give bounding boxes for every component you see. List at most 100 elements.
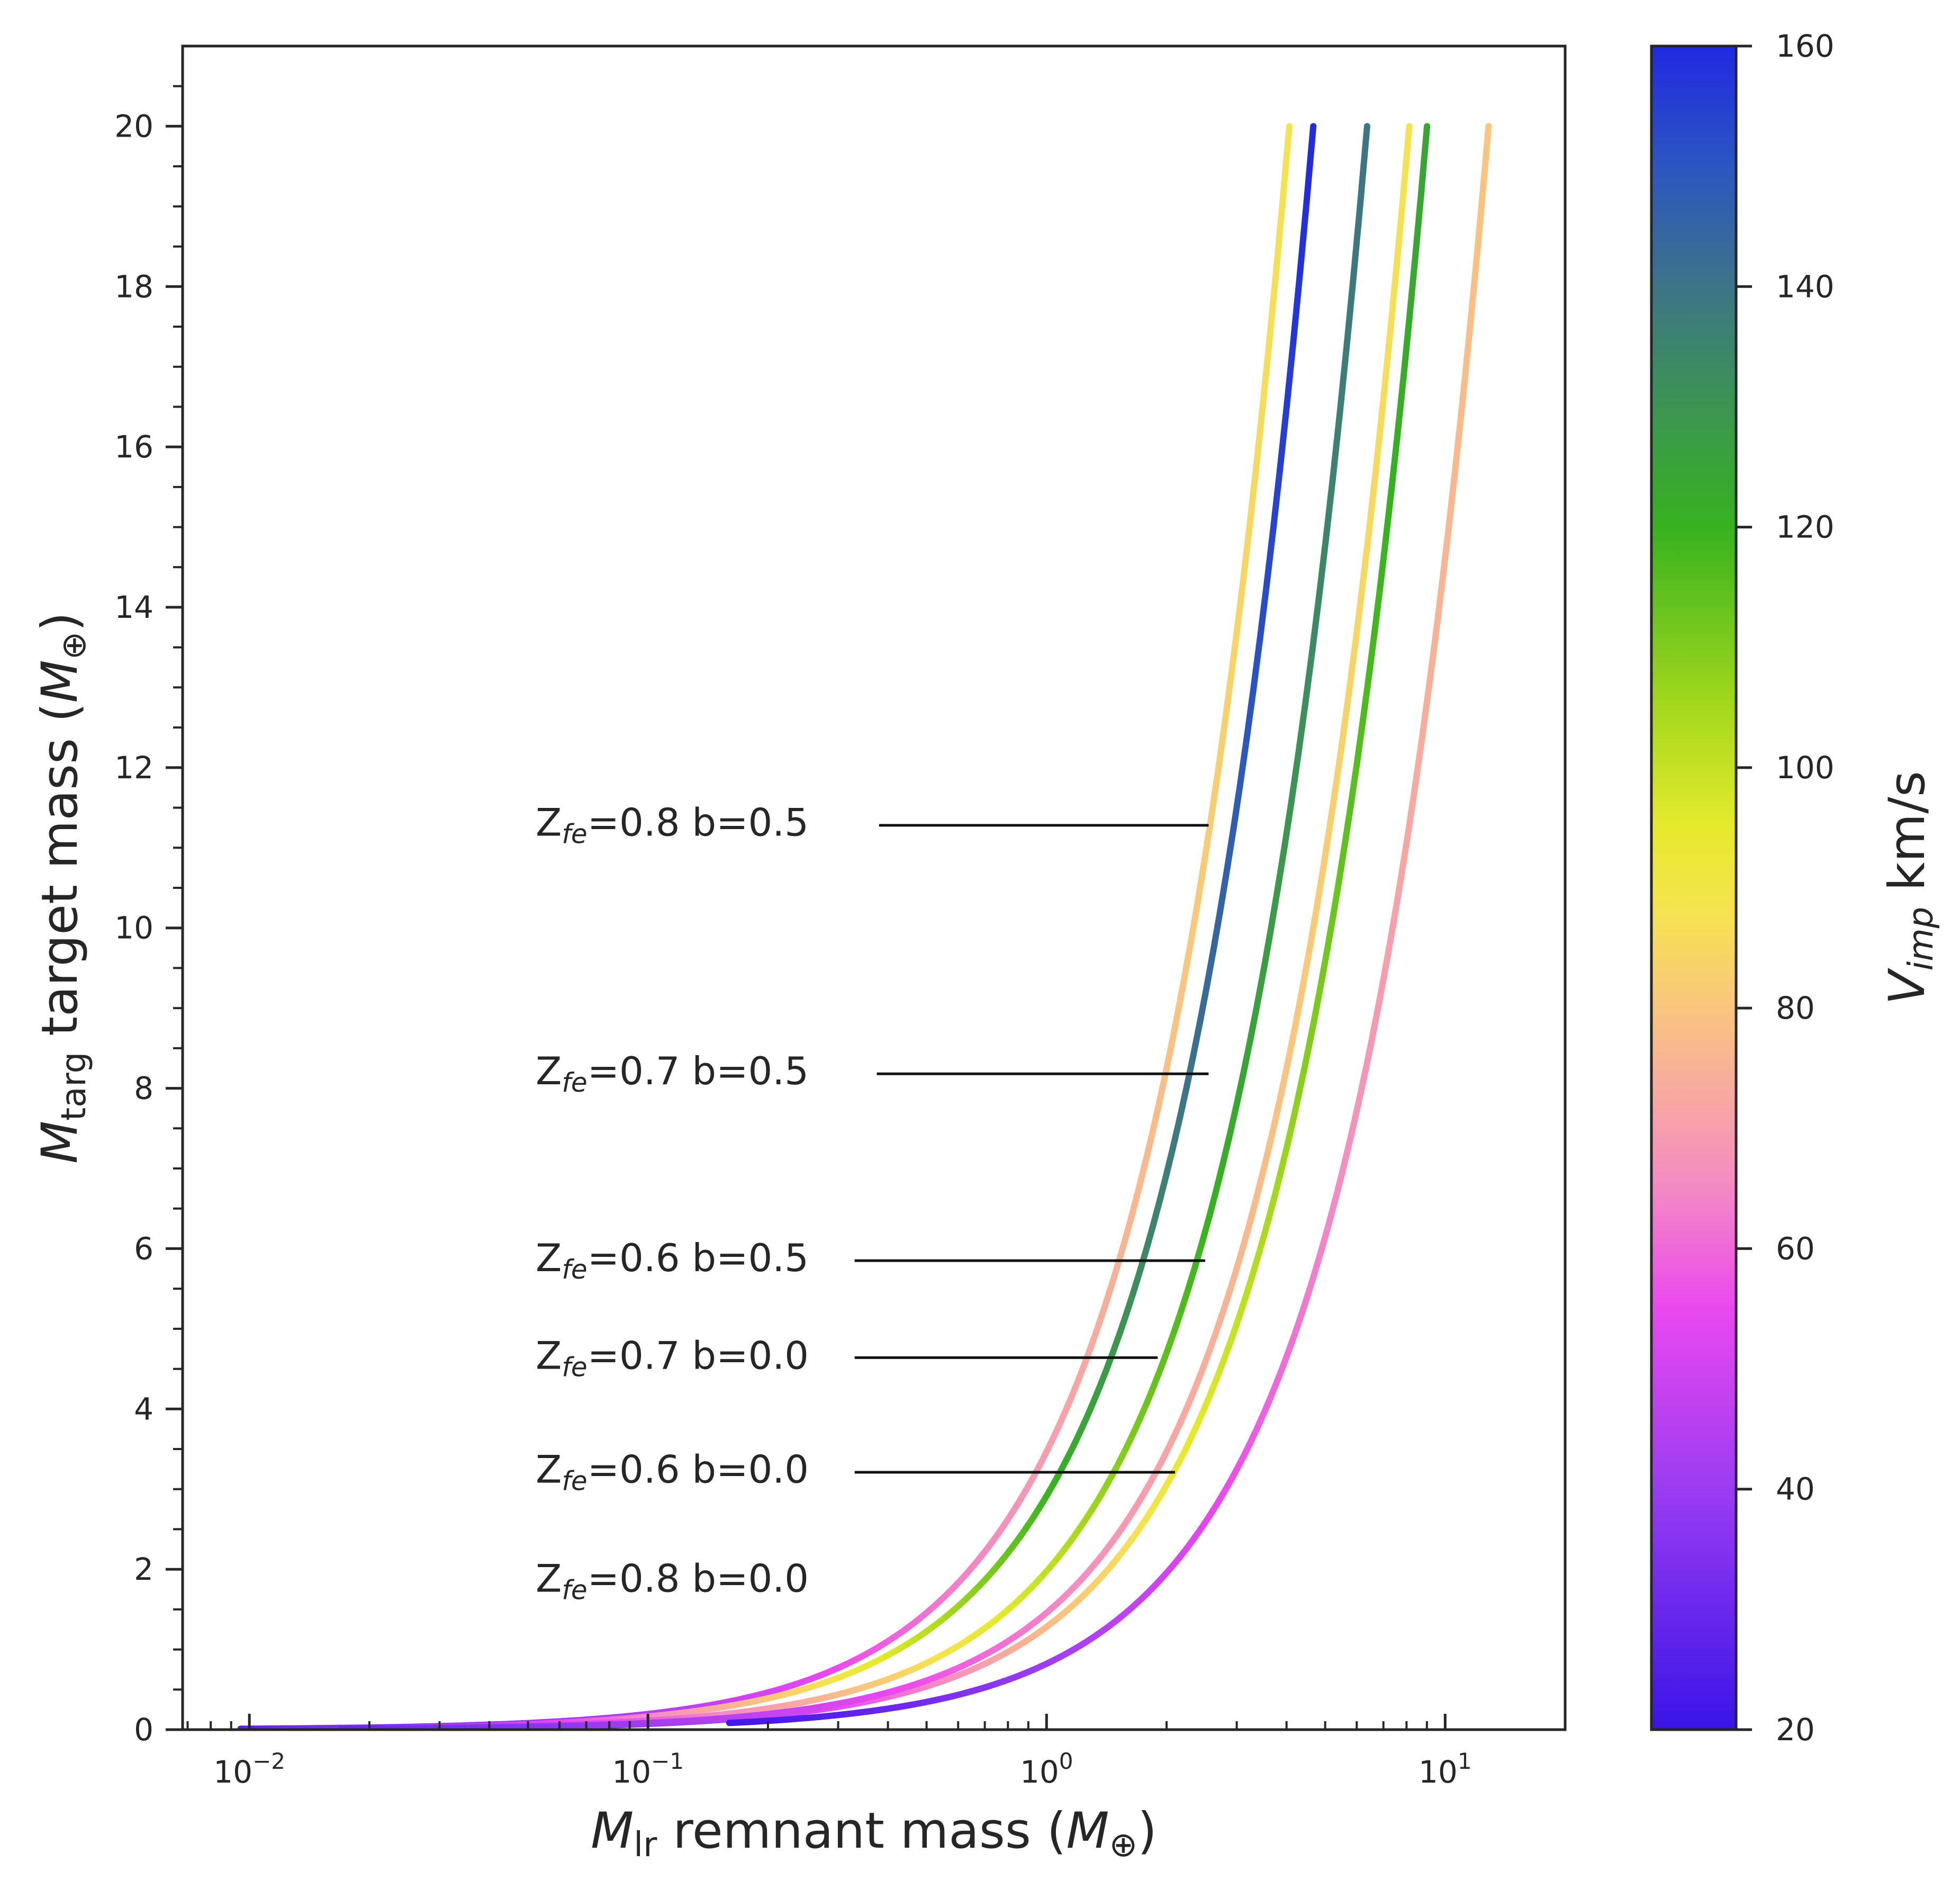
series-segment [1377,534,1389,590]
colorbar-frame [1650,44,1738,1731]
y-tick-label: 10 [114,910,153,946]
series-segment [1171,1307,1185,1334]
series-segment [1405,799,1416,838]
series-segment [1277,1146,1290,1176]
series-segment [1393,199,1406,277]
annotation-text: Zfe=0.6 b=0.5 [536,1236,809,1285]
series-segment [1367,1022,1378,1053]
series-segment [1418,123,1431,196]
series-segment [1103,1280,1116,1307]
series-segment [1161,1042,1175,1081]
series-segment [1371,997,1383,1029]
series-segment [1247,1002,1260,1044]
series-segment [1236,736,1250,789]
series-segment [1326,782,1339,834]
series-segment [1313,869,1326,916]
series-segment [1299,948,1313,992]
annotation-text: Zfe=0.7 b=0.5 [536,1049,809,1098]
series-segment [1388,429,1401,489]
series-segment [1461,328,1473,382]
y-tick-label: 16 [114,429,153,465]
series-5 [338,123,1413,1730]
colorbar-tick-label: 40 [1776,1471,1815,1507]
series-segment [1163,1143,1177,1177]
series-segment [1157,1347,1171,1372]
y-tick-label: 6 [134,1230,153,1266]
series-segment [1322,475,1336,543]
colorbar-tick-label: 80 [1776,990,1815,1026]
y-tick-label: 0 [134,1712,153,1748]
series-segment [1471,229,1483,286]
series-segment [1212,1162,1226,1196]
series-segment [1476,177,1487,236]
series-segment [1290,270,1303,345]
axes-layer: 10−2 10−1 100 101 0 2 4 6 8 10 12 14 16 18 20 [114,44,1567,1790]
series-segment [1381,946,1393,978]
series-segment [1157,1171,1170,1203]
series-segment [1266,268,1280,342]
series-segment [1286,1020,1299,1060]
series-segment [1365,631,1378,683]
series-segment [1210,910,1223,955]
series-segment [1333,1172,1345,1198]
series-segment [1428,626,1440,670]
annotation-text: Zfe=0.7 b=0.0 [536,1334,809,1383]
series-segment [1260,926,1274,972]
series-segment [1221,679,1234,734]
series-segment [1164,1327,1178,1354]
series-segment [1412,189,1425,260]
x-tick-label: 101 [1419,1748,1472,1790]
series-segment [1379,339,1393,411]
series-segment [1260,335,1273,406]
series-segment [1175,974,1188,1016]
series-segment [1366,466,1379,533]
colorbar-tick-label: 140 [1776,268,1835,304]
series-segment [1198,1215,1212,1247]
series-segment [1272,1085,1286,1122]
x-tick-label: 10−2 [213,1748,285,1790]
series-segment [1089,1320,1103,1345]
series-segment [1329,412,1343,482]
series-segment [1300,1038,1313,1074]
series-segment [1466,280,1478,335]
series-segment [1273,197,1286,274]
series-segment [1419,699,1430,741]
series-segment [1295,701,1308,758]
series-segment [1216,869,1230,916]
series-3 [263,123,1370,1730]
series-segment [1266,1115,1279,1150]
series-segment [1324,912,1336,952]
series-segment [1259,1144,1272,1178]
series-segment [1135,1161,1149,1193]
series-segment [1308,594,1322,655]
series-segment [1362,1046,1374,1075]
series-segment [1239,1222,1252,1253]
series-segment [1205,1189,1219,1222]
series-segment [1183,1053,1197,1091]
series-segment [1143,1222,1157,1252]
series-segment [1128,1186,1142,1218]
series-segment [1399,123,1413,205]
series-segment [1271,1170,1284,1200]
series-segment [1214,727,1227,780]
series-segment [1394,373,1407,435]
colorbar-tick-label: 100 [1776,750,1835,786]
series-segment [1318,946,1331,985]
colorbar-tick-label: 160 [1776,28,1835,64]
series-segment [1178,1286,1191,1314]
series-segment [1315,536,1329,601]
series-segment [1277,404,1290,473]
series-segment [1386,918,1397,952]
series-segment [1257,582,1270,642]
series-segment [1343,275,1357,352]
series-segment [1332,736,1346,789]
series-segment [1348,1112,1359,1139]
x-tick-label: 100 [1020,1748,1073,1790]
series-segment [1247,461,1260,526]
series-segment [1110,1330,1123,1355]
series-segment [1270,466,1284,532]
series-segment [1122,1211,1135,1242]
series-segment [1233,575,1247,635]
series-segment [1353,719,1366,768]
